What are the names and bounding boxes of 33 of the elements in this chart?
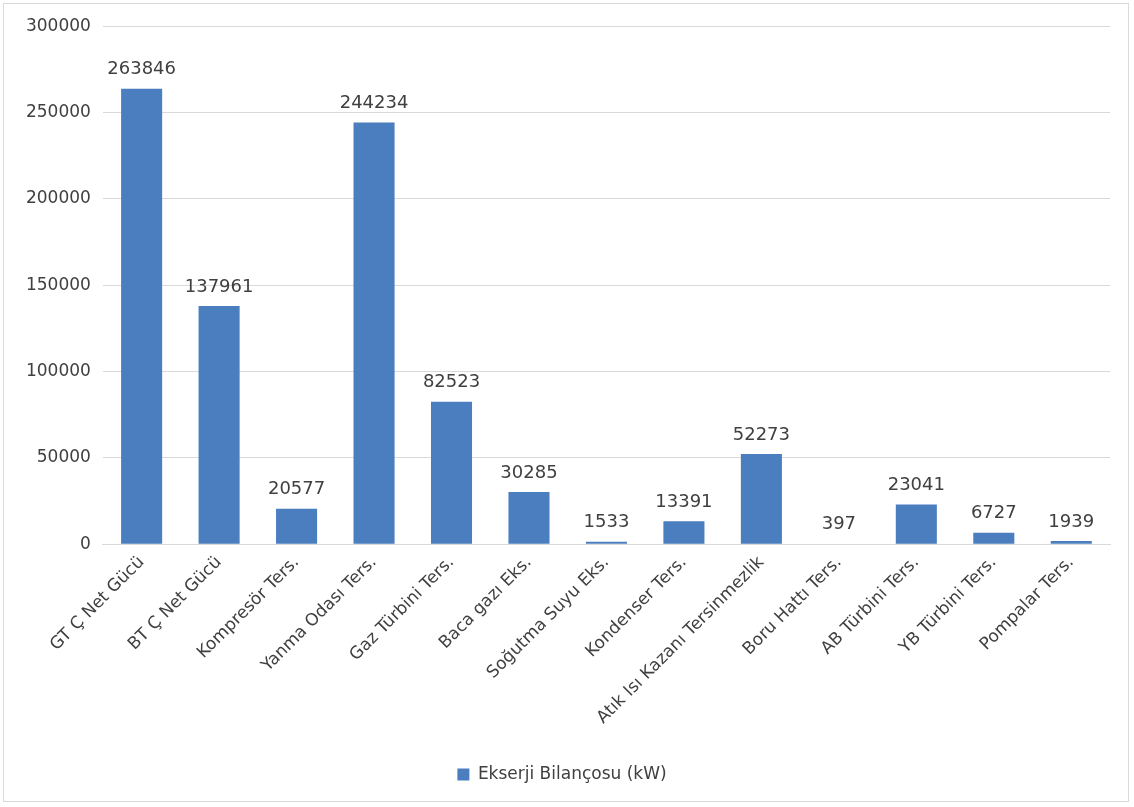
legend-label: Ekserji Bilançosu (kW) xyxy=(477,762,667,783)
y-tick-label: 100000 xyxy=(25,360,91,381)
bar xyxy=(895,504,937,544)
data-label: 82523 xyxy=(422,370,481,392)
bar xyxy=(1050,541,1092,544)
bar xyxy=(121,88,163,544)
data-label: 23041 xyxy=(887,473,945,495)
data-label: 52273 xyxy=(732,422,791,444)
data-label: 1939 xyxy=(1048,509,1095,531)
y-tick-label: 300000 xyxy=(25,14,91,35)
bar xyxy=(353,122,395,544)
bar xyxy=(430,401,473,544)
bar xyxy=(198,306,240,544)
bar xyxy=(740,454,782,544)
data-label: 397 xyxy=(821,512,857,534)
data-label: 137961 xyxy=(184,274,254,296)
y-tick-label: 150000 xyxy=(25,273,91,294)
data-label: 6727 xyxy=(970,501,1017,523)
y-tick-label: 50000 xyxy=(36,446,91,467)
bar xyxy=(508,492,550,544)
bar xyxy=(663,521,705,544)
data-label: 30285 xyxy=(500,460,558,482)
data-label: 1533 xyxy=(583,510,630,532)
data-label: 13391 xyxy=(655,489,713,511)
bar xyxy=(973,532,1015,544)
data-label: 244234 xyxy=(339,91,409,113)
data-label: 263846 xyxy=(107,57,176,79)
y-tick-label: 250000 xyxy=(25,100,91,121)
bar xyxy=(276,508,318,544)
y-tick-label: 200000 xyxy=(25,187,91,208)
y-tick-label: 0 xyxy=(80,532,91,553)
bar xyxy=(585,541,627,544)
data-label: 20577 xyxy=(267,477,326,499)
